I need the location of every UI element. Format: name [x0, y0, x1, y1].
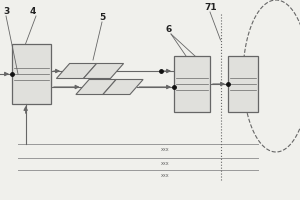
- Text: xxx: xxx: [161, 173, 169, 178]
- Bar: [12, 44, 51, 104]
- Text: xxx: xxx: [161, 147, 169, 152]
- Text: 5: 5: [99, 13, 105, 22]
- Text: 71: 71: [204, 3, 217, 12]
- Text: 6: 6: [165, 25, 171, 34]
- Text: 4: 4: [30, 7, 36, 16]
- Polygon shape: [103, 80, 143, 95]
- Polygon shape: [83, 64, 124, 78]
- Polygon shape: [56, 64, 97, 78]
- Bar: [174, 56, 210, 112]
- Text: 3: 3: [3, 7, 9, 16]
- Bar: [228, 56, 258, 112]
- Text: xxx: xxx: [161, 161, 169, 166]
- Polygon shape: [76, 80, 116, 95]
